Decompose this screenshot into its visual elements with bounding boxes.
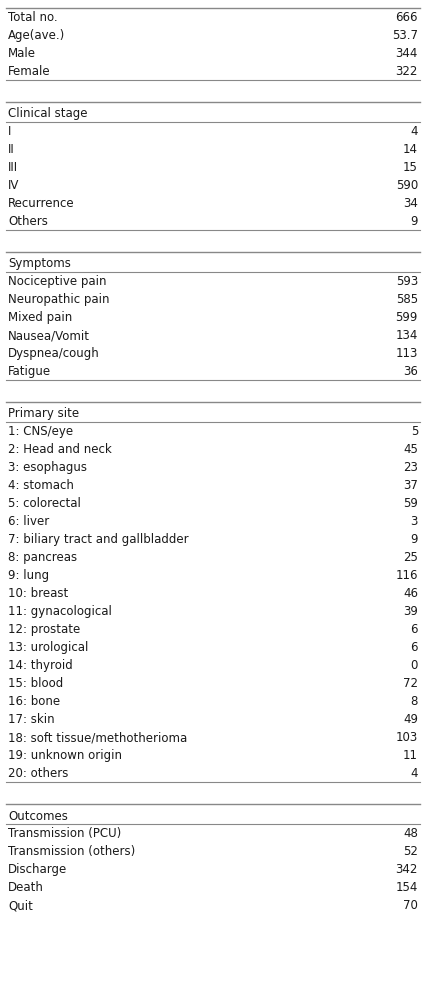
Text: Transmission (PCU): Transmission (PCU) xyxy=(8,827,121,840)
Text: 6: 6 xyxy=(411,641,418,654)
Text: Dyspnea/cough: Dyspnea/cough xyxy=(8,347,100,360)
Text: IV: IV xyxy=(8,179,19,192)
Text: 20: others: 20: others xyxy=(8,767,69,780)
Text: 3: 3 xyxy=(411,515,418,528)
Text: Male: Male xyxy=(8,47,36,60)
Text: 15: blood: 15: blood xyxy=(8,677,63,690)
Text: 15: 15 xyxy=(403,161,418,174)
Text: 34: 34 xyxy=(403,197,418,210)
Text: 4: 4 xyxy=(411,125,418,138)
Text: Primary site: Primary site xyxy=(8,408,79,420)
Text: 8: pancreas: 8: pancreas xyxy=(8,551,77,564)
Text: 13: urological: 13: urological xyxy=(8,641,88,654)
Text: Recurrence: Recurrence xyxy=(8,197,75,210)
Text: 19: unknown origin: 19: unknown origin xyxy=(8,749,122,762)
Text: 599: 599 xyxy=(396,311,418,324)
Text: 70: 70 xyxy=(403,899,418,912)
Text: 590: 590 xyxy=(396,179,418,192)
Text: 48: 48 xyxy=(403,827,418,840)
Text: Discharge: Discharge xyxy=(8,863,67,876)
Text: Nausea/Vomit: Nausea/Vomit xyxy=(8,329,90,342)
Text: 37: 37 xyxy=(403,479,418,492)
Text: 134: 134 xyxy=(396,329,418,342)
Text: Fatigue: Fatigue xyxy=(8,365,51,378)
Text: 3: esophagus: 3: esophagus xyxy=(8,461,87,474)
Text: 53.7: 53.7 xyxy=(392,29,418,42)
Text: 72: 72 xyxy=(403,677,418,690)
Text: Nociceptive pain: Nociceptive pain xyxy=(8,275,106,288)
Text: 154: 154 xyxy=(396,881,418,894)
Text: 10: breast: 10: breast xyxy=(8,587,68,600)
Text: III: III xyxy=(8,161,18,174)
Text: 113: 113 xyxy=(396,347,418,360)
Text: Outcomes: Outcomes xyxy=(8,810,68,822)
Text: 36: 36 xyxy=(403,365,418,378)
Text: Others: Others xyxy=(8,215,48,228)
Text: 593: 593 xyxy=(396,275,418,288)
Text: 7: biliary tract and gallbladder: 7: biliary tract and gallbladder xyxy=(8,533,189,546)
Text: 0: 0 xyxy=(411,659,418,672)
Text: 39: 39 xyxy=(403,605,418,618)
Text: 12: prostate: 12: prostate xyxy=(8,623,80,636)
Text: Age(ave.): Age(ave.) xyxy=(8,29,65,42)
Text: 6: liver: 6: liver xyxy=(8,515,49,528)
Text: Clinical stage: Clinical stage xyxy=(8,107,87,120)
Text: 9: 9 xyxy=(411,215,418,228)
Text: Symptoms: Symptoms xyxy=(8,257,71,270)
Text: 2: Head and neck: 2: Head and neck xyxy=(8,443,112,456)
Text: 342: 342 xyxy=(396,863,418,876)
Text: Transmission (others): Transmission (others) xyxy=(8,845,135,858)
Text: 11: 11 xyxy=(403,749,418,762)
Text: Quit: Quit xyxy=(8,899,33,912)
Text: 1: CNS/eye: 1: CNS/eye xyxy=(8,425,73,438)
Text: 59: 59 xyxy=(403,497,418,510)
Text: 103: 103 xyxy=(396,731,418,744)
Text: Female: Female xyxy=(8,65,51,78)
Text: 14: 14 xyxy=(403,143,418,156)
Text: I: I xyxy=(8,125,12,138)
Text: 344: 344 xyxy=(396,47,418,60)
Text: 585: 585 xyxy=(396,293,418,306)
Text: 8: 8 xyxy=(411,695,418,708)
Text: 14: thyroid: 14: thyroid xyxy=(8,659,73,672)
Text: 46: 46 xyxy=(403,587,418,600)
Text: 5: 5 xyxy=(411,425,418,438)
Text: 6: 6 xyxy=(411,623,418,636)
Text: 17: skin: 17: skin xyxy=(8,713,55,726)
Text: 23: 23 xyxy=(403,461,418,474)
Text: 9: lung: 9: lung xyxy=(8,569,49,582)
Text: 52: 52 xyxy=(403,845,418,858)
Text: 322: 322 xyxy=(396,65,418,78)
Text: 4: stomach: 4: stomach xyxy=(8,479,74,492)
Text: 9: 9 xyxy=(411,533,418,546)
Text: 18: soft tissue/methotherioma: 18: soft tissue/methotherioma xyxy=(8,731,187,744)
Text: 11: gynacological: 11: gynacological xyxy=(8,605,112,618)
Text: 49: 49 xyxy=(403,713,418,726)
Text: 4: 4 xyxy=(411,767,418,780)
Text: 666: 666 xyxy=(395,11,418,24)
Text: Death: Death xyxy=(8,881,44,894)
Text: 16: bone: 16: bone xyxy=(8,695,60,708)
Text: 45: 45 xyxy=(403,443,418,456)
Text: II: II xyxy=(8,143,15,156)
Text: 5: colorectal: 5: colorectal xyxy=(8,497,81,510)
Text: Total no.: Total no. xyxy=(8,11,58,24)
Text: 25: 25 xyxy=(403,551,418,564)
Text: 116: 116 xyxy=(395,569,418,582)
Text: Mixed pain: Mixed pain xyxy=(8,311,72,324)
Text: Neuropathic pain: Neuropathic pain xyxy=(8,293,109,306)
